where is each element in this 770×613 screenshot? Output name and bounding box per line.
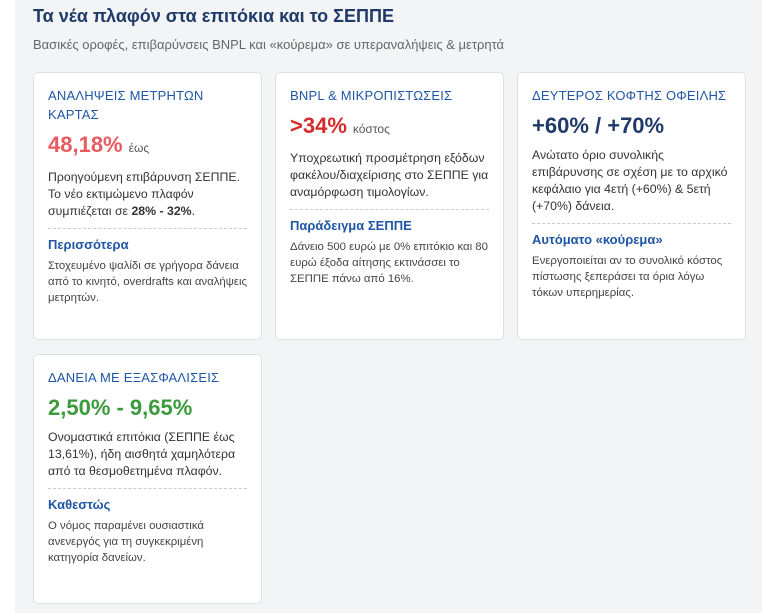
card-heading: ΔΑΝΕΙΑ ΜΕ ΕΞΑΣΦΑΛΙΣΕΙΣ (48, 370, 220, 385)
card-subheading: Παράδειγμα ΣΕΠΠΕ (290, 218, 412, 233)
desc: Προηγούμενη επιβάρυνση ΣΕΠΠΕ. Το νέο εκτ… (48, 170, 241, 218)
card-heading: ΔΕΥΤΕΡΟΣ ΚΟΦΤΗΣ ΟΦΕΙΛΗΣ (532, 88, 727, 103)
panel: Τα νέα πλαφόν στα επιτόκια και το ΣΕΠΠΕ … (15, 0, 762, 613)
card-subheading: Αυτόματο «κούρεμα» (532, 232, 663, 247)
card-subheading: Περισσότερα (48, 237, 129, 252)
card-heading: ΑΝΑΛΗΨΕΙΣ ΜΕΤΡΗΤΩΝ ΚΑΡΤΑΣ (48, 88, 204, 122)
suffix: έως (128, 141, 150, 155)
card-desc: Ανώτατο όριο συνολικής επιβάρυνσης σε σχ… (532, 147, 731, 224)
card-note: Στοχευμένο ψαλίδι σε γρήγορα δάνεια από … (48, 260, 247, 304)
card-note: Δάνειο 500 ευρώ με 0% επιτόκιο και 80 ευ… (290, 241, 488, 285)
card: BNPL & ΜΙΚΡΟΠΙΣΤΩΣΕΙΣ >34% κόστος Υποχρεω… (275, 72, 504, 340)
card: ΔΕΥΤΕΡΟΣ ΚΟΦΤΗΣ ΟΦΕΙΛΗΣ +60% / +70% Ανώτ… (517, 72, 746, 340)
card: ΑΝΑΛΗΨΕΙΣ ΜΕΤΡΗΤΩΝ ΚΑΡΤΑΣ 48,18% έως Προη… (33, 72, 262, 340)
value: 48,18% (48, 132, 123, 157)
card-value: +60% / +70% (532, 113, 665, 138)
desc-end: . (191, 204, 196, 218)
value: >34% (290, 113, 347, 138)
card-value: 2,50% - 9,65% (48, 395, 193, 420)
card-heading: BNPL & ΜΙΚΡΟΠΙΣΤΩΣΕΙΣ (290, 88, 453, 103)
card-desc: Υποχρεωτική προσμέτρηση εξόδων φακέλου/δ… (290, 150, 489, 210)
card-note: Ο νόμος παραμένει ουσιαστικά ανενεργός γ… (48, 520, 204, 564)
card: ΔΑΝΕΙΑ ΜΕ ΕΞΑΣΦΑΛΙΣΕΙΣ 2,50% - 9,65% Ονο… (33, 354, 262, 604)
card-value: 48,18% έως (48, 132, 247, 161)
suffix: κόστος (352, 122, 390, 136)
card-subheading: Καθεστώς (48, 497, 111, 512)
card-desc: Ονομαστικά επιτόκια (ΣΕΠΠΕ έως 13,61%), … (48, 429, 247, 489)
card-value: >34% κόστος (290, 113, 489, 142)
desc-bold: 28% - 32% (131, 204, 192, 218)
title: Τα νέα πλαφόν στα επιτόκια και το ΣΕΠΠΕ (33, 6, 394, 26)
subtitle: Βασικές οροφές, επιβαρύνσεις BNPL και «κ… (33, 37, 505, 52)
card-note: Ενεργοποιείται αν το συνολικό κόστος πίσ… (532, 255, 723, 299)
card-desc: Προηγούμενη επιβάρυνση ΣΕΠΠΕ. Το νέο εκτ… (48, 169, 247, 229)
